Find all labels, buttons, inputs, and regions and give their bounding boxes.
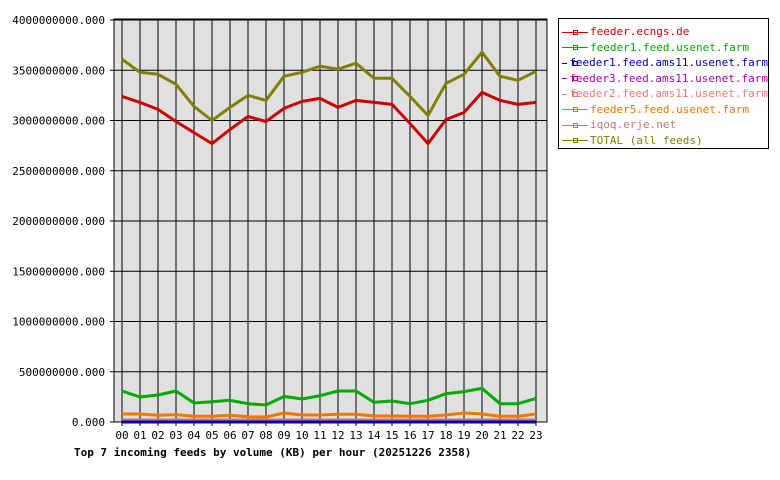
x-tick-label: 17 <box>421 429 434 442</box>
legend-line-marker-icon <box>562 121 588 129</box>
x-tick-label: 10 <box>295 429 308 442</box>
x-tick-label: 23 <box>529 429 542 442</box>
legend-line-marker-icon <box>562 28 588 36</box>
series-line-feeder-ecngs-de <box>121 90 537 146</box>
legend-label: feeder3.feed.ams11.usenet.farm <box>569 71 768 85</box>
chart-title: Top 7 incoming feeds by volume (KB) per … <box>74 446 471 459</box>
legend-line-marker-icon <box>562 105 588 113</box>
x-tick-label: 18 <box>439 429 452 442</box>
legend-label: feeder1.feed.usenet.farm <box>590 40 749 54</box>
y-axis-ticks: 0.000 500000000.000 1000000000.000 15000000… <box>12 14 105 429</box>
x-tick-label: 13 <box>349 429 362 442</box>
y-tick-label: 3000000000.000 <box>12 115 105 128</box>
y-tick-label: 0.000 <box>72 416 105 429</box>
x-tick-label: 08 <box>259 429 272 442</box>
x-tick-label: 04 <box>187 429 201 442</box>
x-tick-label: 02 <box>151 429 164 442</box>
series-line-feeder1-feed-usenet-farm <box>121 386 537 407</box>
y-tick-label: 3500000000.000 <box>12 64 105 77</box>
legend-item: feeder5.feed.usenet.farm <box>559 102 768 118</box>
legend-label: iqoq.erje.net <box>590 118 677 132</box>
legend-item: feeder.ecngs.de <box>559 24 768 40</box>
x-tick-label: 19 <box>457 429 470 442</box>
series-line-total-all-feeds <box>121 50 537 122</box>
legend-label: feeder1.feed.ams11.usenet.farm <box>569 56 768 70</box>
x-axis-ticks: 00 01 02 03 04 05 06 07 08 09 10 11 12 13 14 15 16 17 18 19… <box>115 429 542 442</box>
x-tick-label: 14 <box>367 429 381 442</box>
x-tick-label: 09 <box>277 429 290 442</box>
series-line-feeder5-feed-usenet-farm <box>122 411 537 419</box>
x-tick-label: 06 <box>223 429 236 442</box>
legend-line-marker-icon <box>562 59 578 67</box>
x-tick-label: 16 <box>403 429 416 442</box>
legend-item: iqoq.erje.net <box>559 117 768 133</box>
legend-line-marker-icon <box>562 136 588 144</box>
x-tick-label: 03 <box>169 429 182 442</box>
x-tick-label: 15 <box>385 429 398 442</box>
legend-line-marker-icon <box>562 43 588 51</box>
legend-line-marker-icon <box>562 90 578 98</box>
legend-label: feeder.ecngs.de <box>590 25 690 39</box>
legend-label: feeder2.feed.ams11.usenet.farm <box>569 87 768 101</box>
legend-item: feeder3.feed.ams11.usenet.farm <box>559 71 768 87</box>
x-tick-label: 01 <box>133 429 146 442</box>
y-tick-label: 1000000000.000 <box>12 316 105 329</box>
x-tick-label: 12 <box>331 429 344 442</box>
x-tick-label: 22 <box>511 429 524 442</box>
legend-item: feeder1.feed.ams11.usenet.farm <box>559 55 768 71</box>
legend: feeder.ecngs.de feeder1.feed.usenet.farm f… <box>558 18 769 149</box>
legend-line-marker-icon <box>562 74 578 82</box>
series-lines <box>121 50 537 424</box>
legend-item: feeder1.feed.usenet.farm <box>559 40 768 56</box>
x-tick-label: 11 <box>313 429 326 442</box>
x-tick-label: 05 <box>205 429 218 442</box>
x-tick-label: 20 <box>475 429 488 442</box>
x-tick-label: 00 <box>115 429 128 442</box>
legend-label: feeder5.feed.usenet.farm <box>590 102 749 116</box>
y-tick-label: 500000000.000 <box>19 366 105 379</box>
x-tick-label: 21 <box>493 429 506 442</box>
y-tick-label: 1500000000.000 <box>12 265 105 278</box>
x-tick-label: 07 <box>241 429 254 442</box>
legend-label: TOTAL (all feeds) <box>590 133 703 147</box>
y-tick-label: 2000000000.000 <box>12 215 105 228</box>
y-tick-label: 2500000000.000 <box>12 165 105 178</box>
legend-item: feeder2.feed.ams11.usenet.farm <box>559 86 768 102</box>
legend-item: TOTAL (all feeds) <box>559 133 768 149</box>
y-tick-label: 4000000000.000 <box>12 14 105 27</box>
